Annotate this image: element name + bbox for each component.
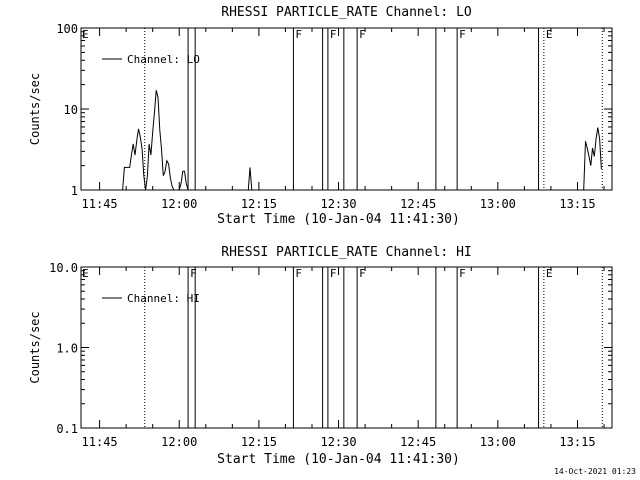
event-flag: E [546,267,553,280]
y-tick-label: 100 [56,22,78,36]
event-flag: F [295,28,302,41]
event-flag: F [295,267,302,280]
y-tick-label: 1.0 [56,342,78,356]
event-flag: F [459,28,466,41]
y-tick-label: 10 [64,103,78,117]
y-tick-label: 0.1 [56,422,78,436]
x-tick-label: 12:15 [241,197,277,211]
event-flag: E [546,28,553,41]
y-tick-label: 10.0 [49,261,78,275]
y-tick-label: 1 [71,184,78,198]
x-axis-label: Start Time (10-Jan-04 11:41:30) [217,452,460,467]
x-axis-label: Start Time (10-Jan-04 11:41:30) [217,212,460,227]
x-tick-label: 12:30 [320,435,356,449]
legend-label: Channel: HI [127,292,200,305]
y-axis-label: Counts/sec [28,311,42,383]
chart-panel-1: RHESSI PARTICLE_RATE Channel: LO 1 10 100 11… [28,5,613,227]
event-flag: F [190,267,197,280]
x-tick-label: 12:15 [241,435,277,449]
series-line [247,167,253,191]
x-tick-label: 12:00 [161,435,197,449]
chart-title: RHESSI PARTICLE_RATE Channel: HI [221,245,471,260]
chart-panel-2: RHESSI PARTICLE_RATE Channel: HI 0.1 1.0 10… [28,245,613,467]
series-line [122,90,190,191]
chart-title: RHESSI PARTICLE_RATE Channel: LO [221,5,472,20]
x-tick-label: 13:00 [480,197,516,211]
x-tick-label: 13:15 [559,435,595,449]
x-tick-label: 13:00 [480,435,516,449]
x-tick-label: 12:30 [320,197,356,211]
event-flag: F [330,267,337,280]
x-tick-label: 11:45 [82,435,118,449]
footer-timestamp: 14-Oct-2021 01:23 [554,467,636,476]
x-tick-label: 13:15 [559,197,595,211]
x-tick-label: 12:00 [161,197,197,211]
event-flag: F [359,28,366,41]
x-tick-label: 11:45 [82,197,118,211]
event-flag: F [330,28,337,41]
event-flag: E [82,28,89,41]
y-axis-label: Counts/sec [28,73,42,145]
x-tick-label: 12:45 [400,435,436,449]
series-line [583,127,602,191]
event-flag: F [459,267,466,280]
legend-label: Channel: LO [127,53,200,66]
event-flag: F [359,267,366,280]
event-flag: E [82,267,89,280]
x-tick-label: 12:45 [400,197,436,211]
